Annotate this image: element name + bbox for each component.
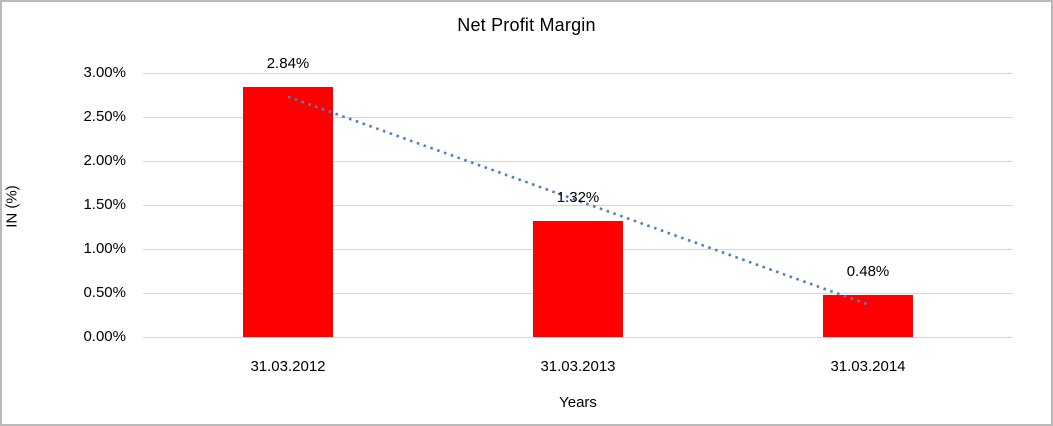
trendline bbox=[287, 95, 869, 306]
gridline bbox=[143, 205, 1013, 206]
y-tick-label: 0.00% bbox=[83, 328, 126, 345]
gridline bbox=[143, 337, 1013, 338]
y-tick-label: 2.50% bbox=[83, 108, 126, 125]
plot-area bbox=[143, 73, 1013, 338]
trendline-dotted-line bbox=[287, 95, 869, 306]
gridline bbox=[143, 117, 1013, 118]
bar-31.03.2012 bbox=[243, 87, 333, 337]
y-tick-label: 0.50% bbox=[83, 284, 126, 301]
chart-title: Net Profit Margin bbox=[457, 15, 596, 35]
y-tick-label: 1.00% bbox=[83, 240, 126, 257]
bar-data-label: 0.48% bbox=[846, 262, 890, 280]
x-tick-label: 31.03.2012 bbox=[250, 358, 326, 375]
y-tick-label: 1.50% bbox=[83, 196, 126, 213]
bar-data-label: 2.84% bbox=[266, 55, 310, 73]
x-axis-title: Years bbox=[559, 394, 597, 411]
y-tick-label: 2.00% bbox=[83, 152, 126, 169]
bar-31.03.2013 bbox=[533, 220, 623, 337]
x-tick-label: 31.03.2013 bbox=[540, 358, 616, 375]
y-tick-label: 3.00% bbox=[83, 64, 126, 81]
x-tick-label: 31.03.2014 bbox=[830, 358, 906, 375]
gridline bbox=[143, 161, 1013, 162]
bar-31.03.2014 bbox=[823, 294, 913, 337]
gridline bbox=[143, 73, 1013, 74]
bar-data-label: 1.32% bbox=[556, 188, 600, 206]
